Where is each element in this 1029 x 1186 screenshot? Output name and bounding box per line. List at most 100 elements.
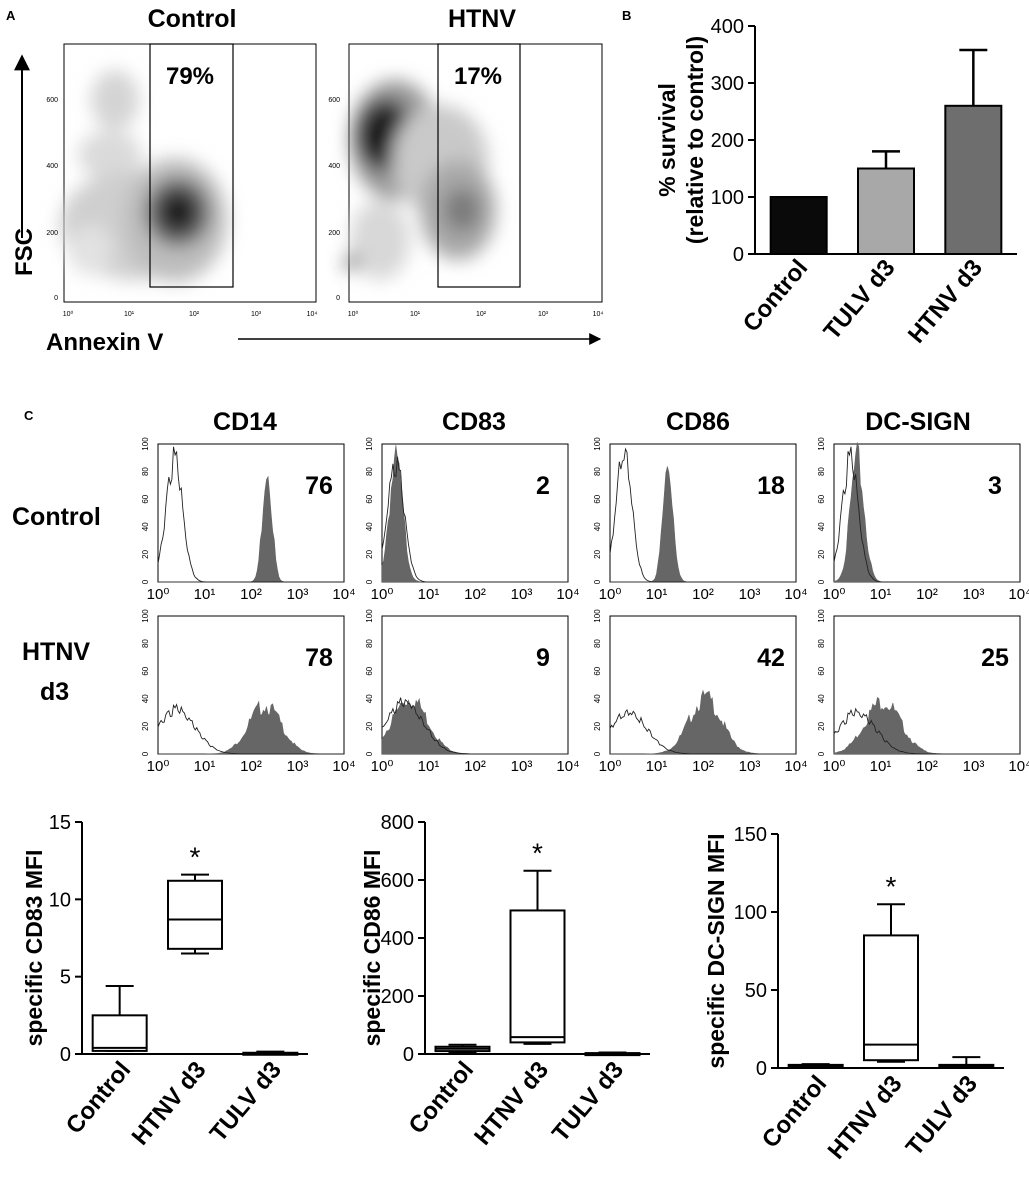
histogram-xtick: 10¹ [646,586,668,603]
density-xtick: 10³ [251,311,262,318]
histogram-value: 18 [757,472,785,500]
row-label-htnv: HTNV [22,638,90,666]
histogram-ytick: 100 [141,609,150,623]
histogram-ytick: 60 [593,666,602,675]
histogram-ytick: 60 [365,666,374,675]
x-category-label: Control [61,1057,137,1140]
histogram-ytick: 20 [593,721,602,730]
histogram-ytick: 40 [365,522,374,531]
box-whisker [787,1063,844,1069]
density-title-control: Control [148,5,237,33]
histogram-panel: 0 20 40 60 80 100 10⁰ 10¹ 10² 10³ 10⁴ 3 [817,437,1029,603]
histogram-ytick: 60 [141,666,150,675]
histogram-xtick: 10² [464,586,486,603]
y-tick-label: 400 [711,16,744,38]
histogram-ytick: 60 [141,494,150,503]
histogram-frame [381,443,569,583]
density-ytick: 400 [328,163,340,170]
y-tick-label: 200 [381,986,414,1008]
y-tick-label: 600 [381,870,414,892]
isotype-histogram [157,703,344,755]
panel-b: B % survival (relative to control) 0 100 2… [622,8,1017,348]
histogram-xtick: 10² [692,758,714,775]
x-category-label: HTNV d3 [903,255,988,349]
x-category-label: TULV d3 [818,255,900,346]
box-whisker [584,1051,641,1057]
histogram-xtick: 10³ [287,758,309,775]
histogram-xtick: 10⁰ [823,758,846,775]
histogram-xtick: 10¹ [646,758,668,775]
y-tick-label: 150 [734,824,767,846]
histogram-xtick: 10³ [511,758,533,775]
histogram-ytick: 0 [593,579,602,584]
histogram-ytick: 0 [593,751,602,756]
isotype-histogram [833,707,1020,755]
x-category-label: HTNV d3 [127,1057,212,1151]
histogram-xtick: 10⁴ [784,758,807,775]
histogram-ytick: 60 [365,494,374,503]
histogram-ytick: 40 [141,694,150,703]
histogram-ytick: 20 [817,549,826,558]
significance-marker: * [532,838,543,869]
histogram-ytick: 100 [365,609,374,623]
x-category-label: TULV d3 [205,1057,287,1148]
density-ytick: 0 [54,295,58,302]
histogram-xtick: 10⁰ [371,758,394,775]
histogram-xtick: 10² [916,758,938,775]
histogram-xtick: 10⁴ [1008,586,1029,603]
box-whisker: * [863,871,919,1063]
histogram-xtick: 10⁴ [556,586,579,603]
histogram-xtick: 10⁴ [1008,758,1029,775]
density-plot-control: Control 79% 0 200 400 600 10⁰ 10¹ 10² [46,5,317,318]
x-category-label: Control [757,1071,833,1154]
density-xtick: 10¹ [410,311,421,318]
histogram-panel: 0 20 40 60 80 100 10⁰ 10¹ 10² 10³ 10⁴ 18 [593,437,808,603]
survival-ylabel-line2: (relative to control) [682,36,708,244]
y-tick-label: 300 [711,73,744,95]
histogram-xtick: 10⁴ [784,586,807,603]
histogram-ytick: 60 [817,494,826,503]
histogram-ytick: 80 [593,467,602,476]
density-ytick: 200 [328,230,340,237]
histogram-xtick: 10² [464,758,486,775]
histogram-ytick: 100 [141,437,150,451]
histogram-xtick: 10⁴ [556,758,579,775]
y-tick-label: 100 [711,187,744,209]
bar [769,196,828,255]
histogram-value: 76 [305,472,333,500]
histogram-ytick: 0 [817,579,826,584]
histogram-ytick: 40 [593,522,602,531]
histogram-ytick: 20 [593,549,602,558]
density-ytick: 600 [46,97,58,104]
bar [944,104,1003,255]
density-xtick: 10² [476,311,487,318]
significance-marker: * [190,842,201,873]
panel-a: A FSC Annexin V Control 79% 0 200 [6,5,603,356]
histogram-xtick: 10² [692,586,714,603]
significance-marker: * [886,871,897,902]
density-cloud [346,80,496,280]
x-category-label: HTNV d3 [823,1071,908,1165]
histogram-ytick: 100 [593,609,602,623]
y-tick-label: 0 [60,1044,71,1066]
histogram-xtick: 10³ [963,586,985,603]
histogram-ytick: 20 [365,549,374,558]
histogram-ytick: 20 [365,721,374,730]
histogram-xtick: 10² [240,758,262,775]
histogram-xtick: 10⁰ [147,758,170,775]
box [167,879,223,950]
x-category-label: TULV d3 [901,1071,983,1162]
histogram-ytick: 40 [365,694,374,703]
panel-b-letter: B [622,8,631,23]
histogram-xtick: 10³ [511,586,533,603]
x-category-label: HTNV d3 [469,1057,554,1151]
histogram-value: 2 [536,472,550,500]
histogram-frame [609,443,797,583]
histogram-ytick: 80 [365,639,374,648]
density-xtick: 10² [189,311,200,318]
box-whisker: * [509,838,566,1045]
density-ytick: 200 [46,230,58,237]
